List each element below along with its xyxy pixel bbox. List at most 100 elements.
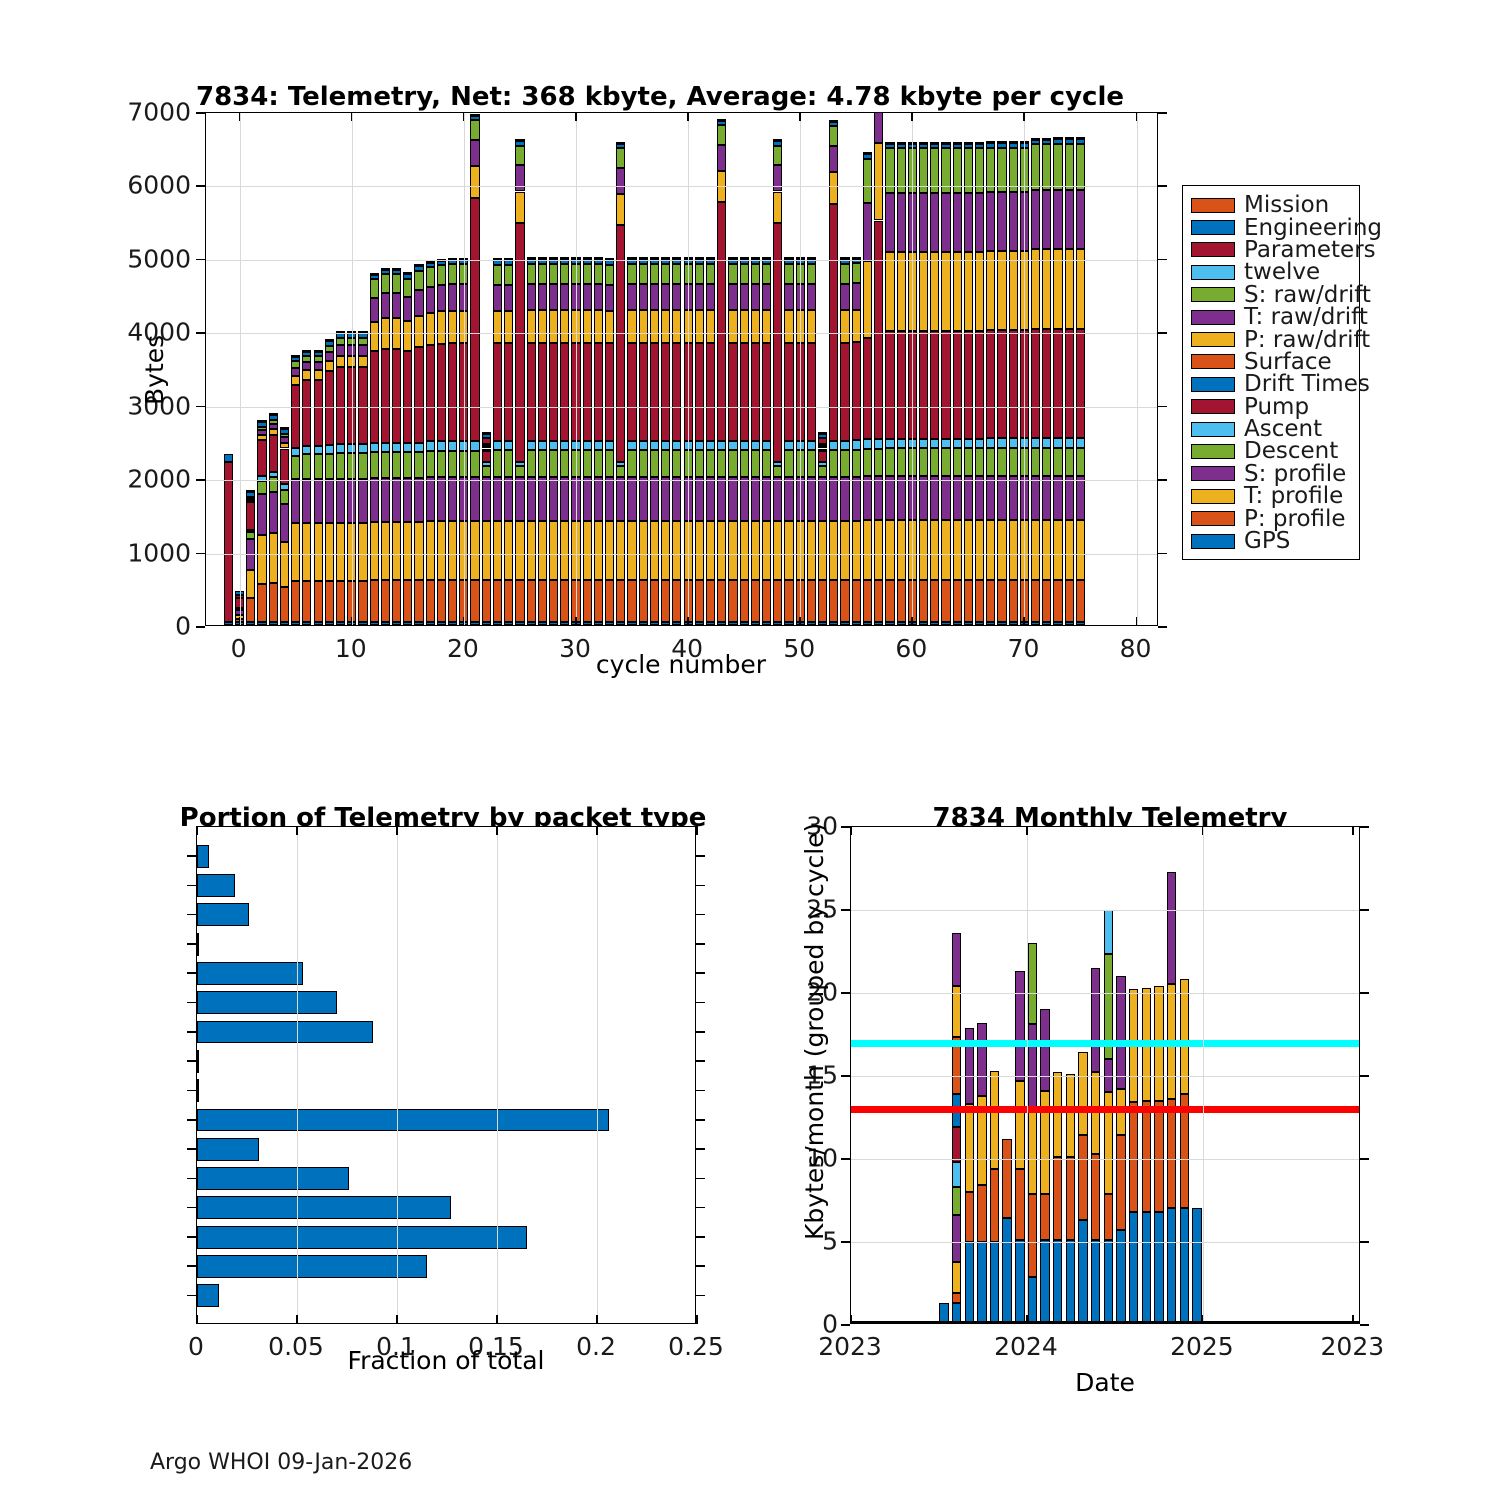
- main-bar-segment: [246, 492, 256, 497]
- grid-line-x: [597, 827, 598, 1323]
- main-bar-segment: [257, 422, 267, 427]
- main-bar-segment: [246, 530, 256, 533]
- main-bar: [638, 113, 648, 625]
- main-bar: [548, 113, 559, 625]
- main-bar: [930, 113, 940, 625]
- main-bar-segment: [694, 621, 704, 625]
- main-bar-segment: [302, 355, 312, 363]
- main-bar: [257, 113, 267, 625]
- main-bar-segment: [593, 440, 603, 451]
- main-bar-segment: [840, 440, 850, 451]
- grid-line-y: [206, 553, 1157, 555]
- main-bar-segment: [896, 251, 906, 331]
- main-bar-segment: [526, 521, 536, 580]
- main-bar-segment: [784, 342, 794, 441]
- main-bar-segment: [392, 443, 402, 453]
- main-bar-segment: [941, 621, 951, 625]
- main-bar-segment: [896, 438, 906, 449]
- legend-label: Parameters: [1244, 236, 1376, 263]
- main-bar-segment: [784, 257, 794, 260]
- main-bar-segment: [750, 477, 760, 522]
- main-bar-segment: [313, 362, 323, 371]
- main-bar-segment: [403, 621, 413, 625]
- main-bar-segment: [862, 476, 873, 521]
- main-bar-segment: [392, 621, 402, 625]
- main-ylabel: Bytes: [140, 334, 169, 405]
- main-bar-segment: [1075, 329, 1086, 438]
- main-bar-segment: [1075, 579, 1086, 622]
- grid-line-y: [206, 480, 1157, 482]
- y-tick-right: [1360, 992, 1369, 994]
- y-tick: [196, 479, 205, 481]
- main-bar-segment: [784, 440, 794, 451]
- main-bar-segment: [369, 521, 379, 581]
- main-bar-segment: [694, 257, 704, 260]
- main-bar-segment: [268, 423, 278, 429]
- main-bar-segment: [1075, 189, 1086, 250]
- hbar-segment: [197, 1079, 199, 1103]
- main-bar-segment: [773, 139, 783, 142]
- main-bar-segment: [436, 285, 447, 312]
- main-bar-segment: [705, 342, 716, 441]
- x-tick-label: 0.1: [376, 1332, 416, 1361]
- y-tick: [196, 112, 205, 114]
- x-tick: [850, 1315, 852, 1324]
- main-bar-segment: [302, 621, 312, 625]
- main-bar-segment: [672, 440, 682, 451]
- main-bar-segment: [750, 263, 760, 284]
- main-bar: [436, 113, 447, 625]
- main-bar-segment: [436, 265, 447, 286]
- y-tick-label: 7000: [127, 97, 191, 127]
- main-bar-segment: [941, 192, 951, 252]
- main-bar: [526, 113, 536, 625]
- main-bar-segment: [560, 450, 570, 478]
- x-tick-top: [296, 826, 298, 835]
- month-bar: [989, 827, 1000, 1323]
- main-bar-segment: [313, 355, 323, 363]
- main-bar-segment: [470, 113, 480, 116]
- main-bar-segment: [918, 621, 929, 625]
- main-bar-segment: [806, 477, 817, 522]
- main-bar-segment: [963, 579, 973, 622]
- main-bar-segment: [806, 621, 817, 625]
- main-bar-segment: [392, 580, 402, 622]
- main-bar-segment: [1064, 249, 1074, 330]
- main-bar-segment: [324, 444, 334, 454]
- y-tick-right: [1360, 1241, 1369, 1243]
- main-bar-segment: [492, 450, 503, 478]
- main-bar-segment: [504, 310, 514, 344]
- main-bar-segment: [930, 143, 940, 149]
- main-bar: [616, 113, 626, 625]
- main-bar-segment: [851, 258, 861, 264]
- y-tick-right: [1158, 185, 1167, 188]
- main-bar-segment: [1064, 329, 1074, 438]
- y-tick-right: [696, 1001, 705, 1004]
- grid-line-x: [463, 113, 465, 625]
- main-bar-segment: [335, 355, 346, 368]
- main-bar-segment: [526, 621, 536, 625]
- legend-row: Surface: [1191, 350, 1349, 373]
- main-bar-segment: [952, 148, 962, 193]
- main-bar-segment: [728, 477, 738, 522]
- main-bar-segment: [918, 143, 929, 149]
- main-bar-segment: [986, 141, 996, 144]
- main-bar-segment: [302, 522, 312, 581]
- y-tick-right: [696, 1089, 705, 1092]
- main-bar-segment: [717, 144, 727, 171]
- main-bar: [862, 113, 873, 625]
- main-bar-segment: [481, 451, 491, 462]
- main-bar-segment: [885, 330, 895, 439]
- main-bar-segment: [930, 330, 940, 439]
- hbar-segment: [197, 844, 209, 868]
- main-bar-segment: [291, 621, 301, 625]
- main-bar-segment: [975, 251, 985, 331]
- main-bar-segment: [324, 453, 334, 479]
- main-bar-segment: [515, 461, 525, 467]
- main-bar-segment: [526, 477, 536, 522]
- month-bar-segment: [989, 1070, 1000, 1169]
- main-bar-segment: [930, 438, 940, 449]
- main-bar-segment: [291, 355, 301, 358]
- main-bar-segment: [548, 579, 559, 622]
- main-bar-segment: [380, 443, 390, 453]
- main-bar-segment: [728, 310, 738, 343]
